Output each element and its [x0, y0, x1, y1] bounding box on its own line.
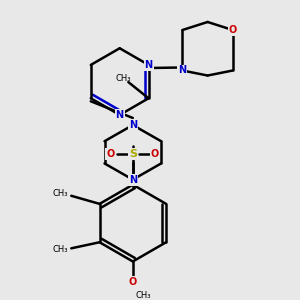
Text: O: O	[151, 149, 159, 159]
Text: CH₃: CH₃	[116, 74, 131, 82]
Text: O: O	[106, 149, 115, 159]
Text: O: O	[129, 277, 137, 287]
Text: O: O	[229, 25, 237, 35]
Text: N: N	[178, 65, 186, 76]
Text: CH₃: CH₃	[53, 245, 68, 254]
Text: S: S	[129, 149, 137, 159]
Text: N: N	[116, 110, 124, 120]
Text: N: N	[129, 120, 137, 130]
Text: CH₃: CH₃	[53, 189, 68, 198]
Text: N: N	[129, 175, 137, 184]
Text: N: N	[145, 60, 153, 70]
Text: CH₃: CH₃	[136, 291, 152, 300]
